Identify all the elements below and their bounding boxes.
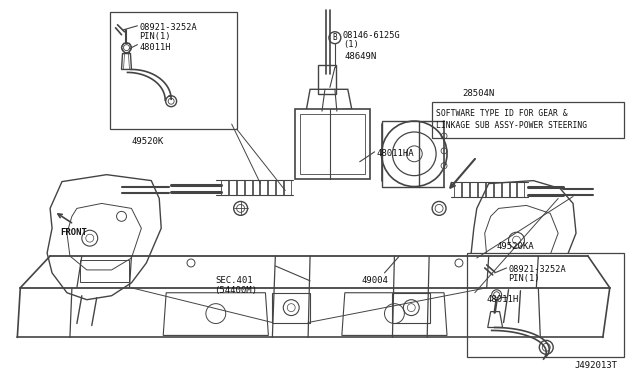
Bar <box>509 182 516 198</box>
Bar <box>454 182 461 198</box>
Bar <box>253 180 259 196</box>
Bar <box>276 180 284 196</box>
Bar <box>486 260 536 282</box>
Text: 49004: 49004 <box>362 276 388 285</box>
Text: LINKAGE SUB ASSY-POWER STEERING: LINKAGE SUB ASSY-POWER STEERING <box>436 121 588 130</box>
Bar <box>237 180 244 196</box>
Bar <box>381 121 419 187</box>
Text: SEC.401: SEC.401 <box>216 276 253 285</box>
Text: 49520KA: 49520KA <box>497 242 534 251</box>
Bar <box>432 102 623 138</box>
Text: PIN(1): PIN(1) <box>509 274 540 283</box>
Bar <box>486 182 493 198</box>
Bar <box>273 293 310 323</box>
Bar <box>109 12 237 129</box>
Bar <box>462 182 469 198</box>
Bar <box>318 64 336 94</box>
Bar <box>470 182 477 198</box>
Text: B: B <box>333 33 337 42</box>
Bar <box>467 253 623 357</box>
Bar <box>493 182 500 198</box>
Text: FRONT: FRONT <box>60 228 87 237</box>
Text: 48011H: 48011H <box>140 43 171 52</box>
Text: 48011H: 48011H <box>486 295 519 304</box>
Text: PIN(1): PIN(1) <box>140 32 171 41</box>
Bar <box>478 182 484 198</box>
Bar <box>228 180 236 196</box>
Bar <box>80 260 129 282</box>
Text: (54400M): (54400M) <box>214 286 257 295</box>
Bar <box>295 109 370 179</box>
Text: 08921-3252A: 08921-3252A <box>140 23 197 32</box>
Text: 08921-3252A: 08921-3252A <box>509 265 566 274</box>
Bar <box>284 180 291 196</box>
Text: 49520K: 49520K <box>131 137 164 146</box>
Text: 08146-6125G: 08146-6125G <box>343 31 401 40</box>
Bar <box>260 180 268 196</box>
Bar <box>518 182 524 198</box>
Bar <box>392 293 430 323</box>
Text: J492013T: J492013T <box>574 361 617 370</box>
Text: 28504N: 28504N <box>462 89 494 98</box>
Bar <box>268 180 275 196</box>
Bar <box>502 182 509 198</box>
Text: (1): (1) <box>343 40 358 49</box>
Bar <box>221 180 228 196</box>
Text: 48011HA: 48011HA <box>376 149 414 158</box>
Bar <box>244 180 252 196</box>
Bar <box>300 114 365 174</box>
Text: 48649N: 48649N <box>345 52 377 61</box>
Text: SOFTWARE TYPE ID FOR GEAR &: SOFTWARE TYPE ID FOR GEAR & <box>436 109 568 118</box>
